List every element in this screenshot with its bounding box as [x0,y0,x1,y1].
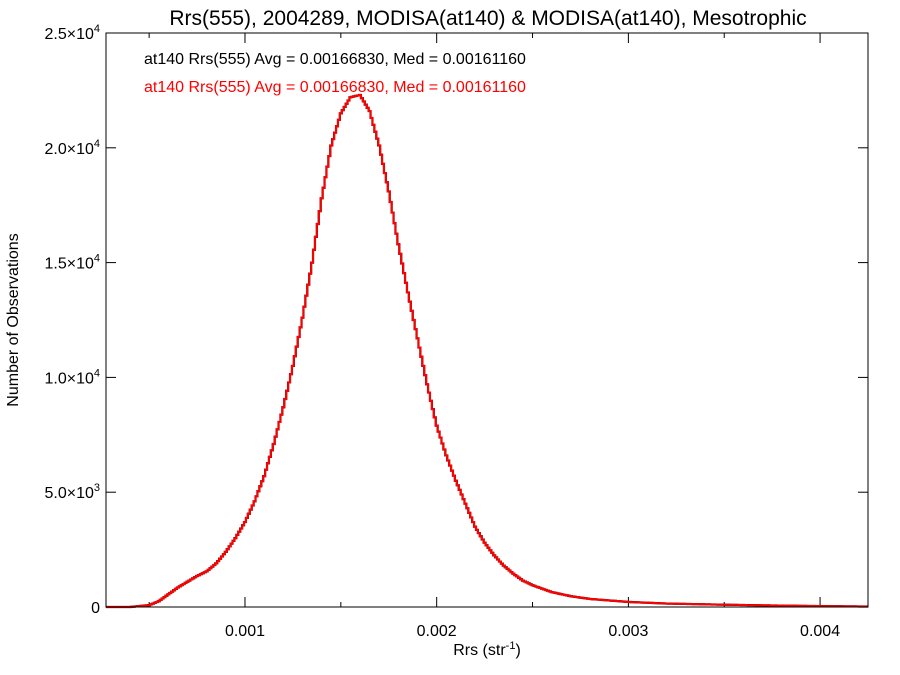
x-tick-label: 0.003 [608,623,648,640]
plot-frame [105,32,869,608]
histogram-line-red [106,93,869,608]
y-tick-label: 5.0×103 [44,482,100,502]
x-tick-label: 0.002 [417,623,457,640]
y-tick-labels: 0 5.0×103 1.0×104 1.5×104 2.0×104 2.5×104 [44,23,100,617]
x-tick-label: 0.004 [800,623,840,640]
x-axis-label: Rrs (str-1) [453,640,521,659]
y-tick-label: 2.0×104 [44,138,100,158]
y-tick-label: 1.5×104 [44,253,100,273]
x-tick-label: 0.001 [225,623,265,640]
y-tick-label: 1.0×104 [44,367,100,387]
chart-title: Rrs(555), 2004289, MODISA(at140) & MODIS… [169,7,806,30]
y-axis-label: Number of Observations [5,233,22,406]
y-tick-label: 2.5×104 [44,23,100,43]
y-tick-label: 0 [91,600,100,617]
annotation-avg-med-black: at140 Rrs(555) Avg = 0.00166830, Med = 0… [144,51,526,68]
annotation-avg-med-red: at140 Rrs(555) Avg = 0.00166830, Med = 0… [144,79,526,96]
x-tick-labels: 0.001 0.002 0.003 0.004 [225,623,840,640]
histogram-series [106,93,869,609]
